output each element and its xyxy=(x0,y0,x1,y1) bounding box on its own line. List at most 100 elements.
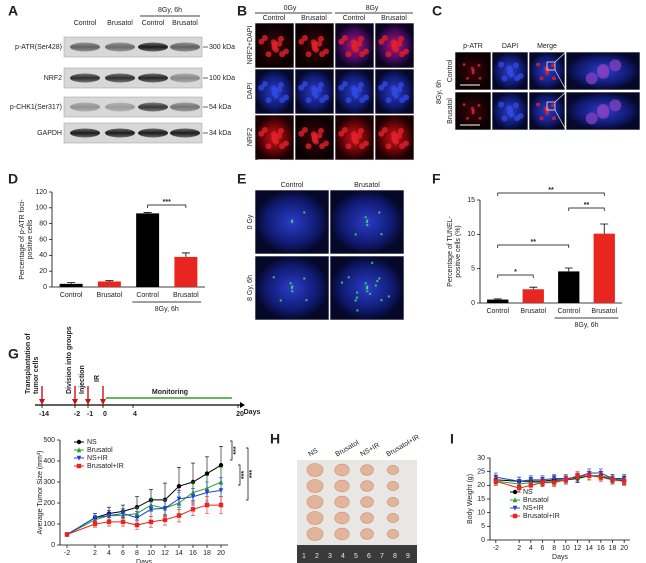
data-point xyxy=(162,506,168,511)
bar xyxy=(522,289,544,303)
column-label: Merge xyxy=(537,43,557,50)
cell-signal xyxy=(301,34,308,41)
cell-signal xyxy=(477,103,481,107)
column-label: Control xyxy=(263,15,286,22)
cell-signal xyxy=(393,92,400,99)
cell-signal xyxy=(517,73,524,80)
cell-signal xyxy=(316,40,323,47)
x-tick-label: 8 xyxy=(552,545,556,552)
cell-signal xyxy=(356,40,363,47)
cell-signal xyxy=(585,72,598,85)
bar xyxy=(487,299,509,303)
data-point xyxy=(148,507,154,512)
x-tick-label: Control xyxy=(60,292,83,299)
cell-signal xyxy=(390,131,397,138)
event-label: Injection xyxy=(79,365,86,394)
cell-signal xyxy=(323,140,330,147)
cell-signal xyxy=(396,132,403,139)
timeline-tick-label: 4 xyxy=(133,411,137,418)
x-tick-label: 14 xyxy=(175,550,183,557)
event-label: tumor cells xyxy=(33,357,40,394)
cell-signal xyxy=(258,84,265,91)
cell-signal xyxy=(356,309,359,312)
cell-signal xyxy=(354,233,357,236)
blot-band xyxy=(170,128,200,138)
y-axis-label: Percentage of p-ATR foci- xyxy=(19,199,26,280)
cell-signal xyxy=(338,38,345,45)
y-axis-label: positive cells xyxy=(27,219,34,259)
blot-band xyxy=(70,128,100,138)
y-tick-label: 300 xyxy=(43,479,55,486)
cell-signal xyxy=(276,132,283,139)
zoom-box xyxy=(546,61,556,71)
x-tick-label: 16 xyxy=(597,545,605,552)
cell-signal xyxy=(393,138,400,145)
rule xyxy=(554,109,567,131)
data-point xyxy=(64,532,70,537)
blot-band xyxy=(170,73,200,83)
significance-bracket xyxy=(246,447,249,501)
x-tick-label: Brusatol xyxy=(173,292,199,299)
row-label: 0 Gy xyxy=(247,214,254,229)
bar xyxy=(174,256,198,287)
cell-signal xyxy=(357,127,364,134)
data-point xyxy=(106,519,112,525)
cell-signal xyxy=(313,46,320,53)
dose-label: 0Gy xyxy=(284,5,297,12)
significance-label: ** xyxy=(548,187,554,194)
cell-signal xyxy=(544,66,549,71)
series-line xyxy=(66,464,222,535)
cell-signal xyxy=(298,38,305,45)
cell-signal xyxy=(345,97,352,104)
blot-band xyxy=(138,42,168,52)
panel-letter: B xyxy=(237,3,247,19)
lane-label: Control xyxy=(74,20,97,27)
cell-signal xyxy=(357,35,364,42)
data-point xyxy=(516,479,522,484)
significance-label: *** xyxy=(163,199,171,206)
data-point xyxy=(621,479,627,484)
cell-signal xyxy=(305,51,312,58)
cell-signal xyxy=(478,76,482,80)
legend-marker xyxy=(512,489,518,495)
data-point xyxy=(120,511,126,517)
data-point xyxy=(176,496,182,502)
cell-signal xyxy=(301,80,308,87)
cell-signal xyxy=(341,80,348,87)
cell-signal xyxy=(368,292,372,296)
y-tick-label: 15 xyxy=(477,496,485,503)
y-tick-label: 120 xyxy=(35,189,47,196)
cell-signal xyxy=(471,71,475,75)
error-bar xyxy=(493,298,502,300)
cell-signal xyxy=(353,92,360,99)
cell-signal xyxy=(462,103,466,107)
cell-signal xyxy=(298,130,305,137)
data-point xyxy=(218,488,224,494)
cell-signal xyxy=(298,84,305,91)
data-point xyxy=(106,513,112,519)
x-axis-label: Days xyxy=(552,554,568,561)
cell-signal xyxy=(354,299,357,302)
tumor xyxy=(334,495,350,509)
x-tick-label: 6 xyxy=(121,550,125,557)
cell-signal xyxy=(470,66,474,70)
cell-signal xyxy=(317,127,324,134)
data-point xyxy=(92,521,98,527)
tumor xyxy=(334,511,350,525)
cell-signal xyxy=(585,112,598,125)
y-tick-label: 10 xyxy=(477,510,485,517)
legend-marker xyxy=(512,497,518,503)
cell-signal xyxy=(478,116,482,120)
cell-signal xyxy=(550,63,555,68)
cell-signal xyxy=(353,46,360,53)
blot-band xyxy=(138,128,168,138)
y-tick-label: 20 xyxy=(39,268,47,275)
x-tick-label: Brusatol xyxy=(591,308,617,315)
cell-signal xyxy=(397,81,404,88)
tumor xyxy=(306,479,324,493)
blot-band xyxy=(105,102,135,112)
y-axis-label: Average Tumor Size (mm³) xyxy=(37,451,44,535)
y-tick-label: 100 xyxy=(35,205,47,212)
tumor xyxy=(306,495,324,509)
